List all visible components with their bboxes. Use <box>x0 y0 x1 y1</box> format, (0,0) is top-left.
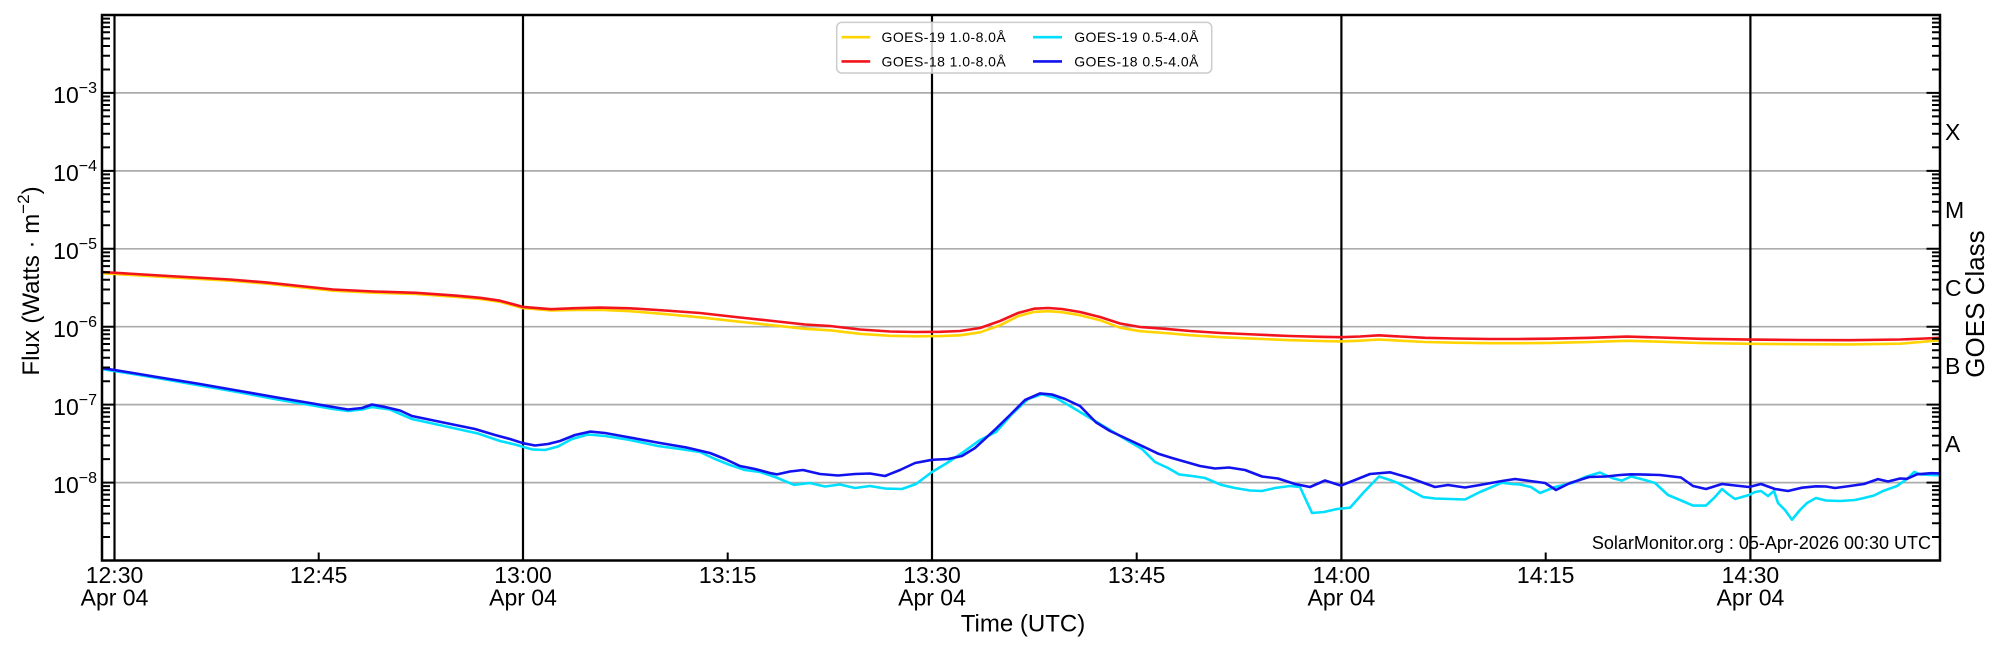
svg-text:14:30: 14:30 <box>1722 562 1780 588</box>
svg-text:GOES Class: GOES Class <box>1960 230 1990 377</box>
svg-text:13:00: 13:00 <box>494 562 552 588</box>
svg-text:14:15: 14:15 <box>1517 562 1575 588</box>
svg-text:M: M <box>1945 197 1964 223</box>
svg-text:Apr 04: Apr 04 <box>1717 585 1785 611</box>
svg-text:GOES-18 1.0-8.0Å: GOES-18 1.0-8.0Å <box>882 53 1007 69</box>
svg-text:C: C <box>1945 275 1962 301</box>
svg-text:13:45: 13:45 <box>1108 562 1166 588</box>
svg-text:13:30: 13:30 <box>903 562 961 588</box>
svg-text:Flux (Watts · m−2): Flux (Watts · m−2) <box>14 186 45 375</box>
svg-text:GOES-19 1.0-8.0Å: GOES-19 1.0-8.0Å <box>882 29 1007 45</box>
svg-text:Apr 04: Apr 04 <box>489 585 557 611</box>
svg-text:10−4: 10−4 <box>53 158 97 186</box>
svg-text:Time (UTC): Time (UTC) <box>961 611 1085 638</box>
svg-text:B: B <box>1945 353 1960 379</box>
svg-text:SolarMonitor.org : 05-Apr-2026: SolarMonitor.org : 05-Apr-2026 00:30 UTC <box>1592 533 1931 553</box>
svg-text:13:15: 13:15 <box>699 562 757 588</box>
svg-text:X: X <box>1945 119 1960 145</box>
svg-text:A: A <box>1945 431 1961 457</box>
svg-text:GOES-19 0.5-4.0Å: GOES-19 0.5-4.0Å <box>1074 29 1199 45</box>
svg-text:Apr 04: Apr 04 <box>1308 585 1376 611</box>
svg-text:14:00: 14:00 <box>1313 562 1371 588</box>
svg-text:Apr 04: Apr 04 <box>81 585 149 611</box>
svg-text:12:45: 12:45 <box>290 562 348 588</box>
svg-text:10−8: 10−8 <box>53 470 97 498</box>
svg-text:12:30: 12:30 <box>86 562 144 588</box>
svg-text:GOES-18 0.5-4.0Å: GOES-18 0.5-4.0Å <box>1074 53 1199 69</box>
svg-text:Apr 04: Apr 04 <box>898 585 966 611</box>
